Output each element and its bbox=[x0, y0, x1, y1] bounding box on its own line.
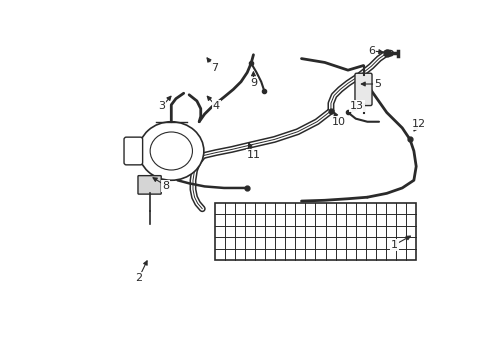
Bar bbox=[215, 203, 416, 260]
Text: 6: 6 bbox=[368, 46, 375, 56]
FancyBboxPatch shape bbox=[355, 73, 372, 105]
Text: 2: 2 bbox=[135, 273, 142, 283]
Text: 8: 8 bbox=[162, 181, 170, 191]
FancyBboxPatch shape bbox=[138, 176, 161, 194]
Text: 4: 4 bbox=[213, 101, 220, 111]
Text: 3: 3 bbox=[158, 101, 166, 111]
Text: 12: 12 bbox=[412, 119, 426, 129]
Ellipse shape bbox=[150, 132, 193, 170]
Ellipse shape bbox=[139, 122, 204, 180]
Text: 13: 13 bbox=[350, 101, 364, 111]
FancyBboxPatch shape bbox=[124, 137, 143, 165]
Text: 11: 11 bbox=[246, 150, 261, 160]
Text: 5: 5 bbox=[374, 79, 381, 89]
Text: 7: 7 bbox=[211, 63, 218, 73]
Text: 9: 9 bbox=[250, 78, 257, 88]
Text: 10: 10 bbox=[332, 117, 346, 127]
Text: 1: 1 bbox=[391, 240, 398, 250]
